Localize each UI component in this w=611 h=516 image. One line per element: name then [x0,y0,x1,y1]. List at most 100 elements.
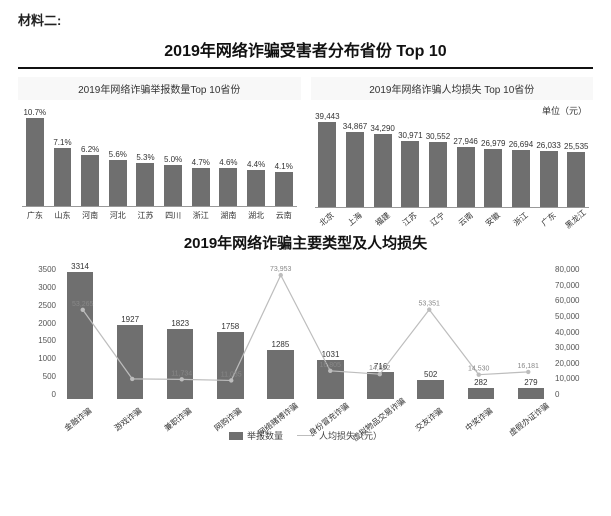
bar [167,329,193,399]
category: 河北 [105,207,131,221]
category-label: 云南 [276,210,292,221]
category: 上海 [342,208,368,222]
bar [457,147,475,207]
chart-loss-title: 2019年网络诈骗人均损失 Top 10省份 [311,77,594,100]
bar-value-label: 5.6% [109,150,127,159]
category: 江苏 [397,208,423,222]
chart-types-bars: 3314金融诈骗1927游戏诈骗1823兼职诈骗1758网购诈骗1285网络赌博… [58,265,553,399]
bar-wrap: 1031身份冒充诈骗 [308,350,352,399]
bar-value-label: 34,867 [343,122,367,131]
category-label: 浙江 [511,210,530,229]
chart-reports-panel: 2019年网络诈骗举报数量Top 10省份 10.7%7.1%6.2%5.6%5… [18,77,301,222]
bar [374,134,392,207]
bar [67,272,93,399]
bar-value-label: 3314 [71,262,89,271]
bar [117,325,143,399]
bar-value-label: 30,552 [426,132,450,141]
category-label: 安徽 [483,210,502,229]
bar-wrap: 26,694 [508,140,534,207]
category: 安徽 [480,208,506,222]
bar [247,170,265,206]
bar-wrap: 4.7% [188,158,214,206]
category: 浙江 [188,207,214,221]
bar-value-label: 279 [524,378,537,387]
bar [346,132,364,207]
bar-wrap: 1927游戏诈骗 [108,315,152,399]
category: 辽宁 [425,208,451,222]
bar-wrap: 39,443 [315,112,341,207]
ytick-right: 40,000 [555,328,593,337]
bar-value-label: 1823 [171,319,189,328]
bar [540,151,558,207]
bar-wrap: 27,946 [453,137,479,207]
category: 江苏 [133,207,159,221]
bar [267,350,293,399]
category: 云南 [271,207,297,221]
category-label: 四川 [165,210,181,221]
category-label: 湖北 [248,210,264,221]
chart-types-panel: 3500300025002000150010005000 80,00070,00… [18,257,593,427]
category: 河南 [77,207,103,221]
bar [219,168,237,206]
bar-value-label: 282 [474,378,487,387]
bar-wrap: 4.6% [216,158,242,206]
bar [26,118,44,206]
bar-value-label: 10.7% [23,108,46,117]
category: 福建 [370,208,396,222]
bar-value-label: 4.1% [275,162,293,171]
chart-loss-unit: 单位（元） [311,104,594,117]
category-label: 广东 [539,210,558,229]
bar [512,150,530,207]
bar [468,388,494,399]
category: 山东 [50,207,76,221]
category-label: 河北 [110,210,126,221]
bar-wrap: 26,033 [536,141,562,207]
chart-reports-title: 2019年网络诈骗举报数量Top 10省份 [18,77,301,100]
bar [417,380,443,399]
ytick-left: 2000 [18,319,56,328]
bar-wrap: 282中奖诈骗 [459,378,503,399]
title-top: 2019年网络诈骗受害者分布省份 Top 10 [18,33,593,69]
category-label: 江苏 [137,210,153,221]
ytick-left: 2500 [18,301,56,310]
bar [164,165,182,206]
bar [136,163,154,206]
bar-value-label: 716 [374,362,387,371]
ytick-right: 0 [555,390,593,399]
bar-wrap: 30,552 [425,132,451,207]
ytick-right: 80,000 [555,265,593,274]
ytick-right: 30,000 [555,343,593,352]
category-label: 山东 [54,210,70,221]
bar [367,372,393,399]
category-label: 辽宁 [428,210,447,229]
bar-wrap: 10.7% [22,108,48,206]
chart-reports-bars: 10.7%7.1%6.2%5.6%5.3%5.0%4.7%4.6%4.4%4.1… [18,116,301,206]
bar-wrap: 5.6% [105,150,131,206]
chart-loss-panel: 2019年网络诈骗人均损失 Top 10省份 单位（元） 39,44334,86… [311,77,594,222]
bar [192,168,210,206]
bar [401,141,419,207]
category: 四川 [160,207,186,221]
bar-wrap: 34,290 [370,124,396,207]
bar-wrap: 279虚假办证诈骗 [509,378,553,399]
ytick-left: 1500 [18,336,56,345]
bar-wrap: 26,979 [480,139,506,207]
category-label: 湖南 [220,210,236,221]
bar-value-label: 6.2% [81,145,99,154]
bar-wrap: 1823兼职诈骗 [158,319,202,399]
bar [317,360,343,399]
material-label: 材料二: [18,10,593,29]
category: 黑龙江 [563,208,589,222]
legend-bar-swatch [229,432,243,440]
category-label: 福建 [373,210,392,229]
category-label: 江苏 [400,210,419,229]
chart-loss-xaxis: 北京上海福建江苏辽宁云南安徽浙江广东黑龙江 [311,208,594,222]
chart-loss-bars: 39,44334,86734,29030,97130,55227,94626,9… [311,117,594,207]
category-label: 北京 [317,210,336,229]
ytick-right: 50,000 [555,312,593,321]
bar-value-label: 39,443 [315,112,339,121]
bar-wrap: 30,971 [397,131,423,207]
category-label: 浙江 [193,210,209,221]
bar-wrap: 3314金融诈骗 [58,262,102,399]
bar-value-label: 5.3% [136,153,154,162]
